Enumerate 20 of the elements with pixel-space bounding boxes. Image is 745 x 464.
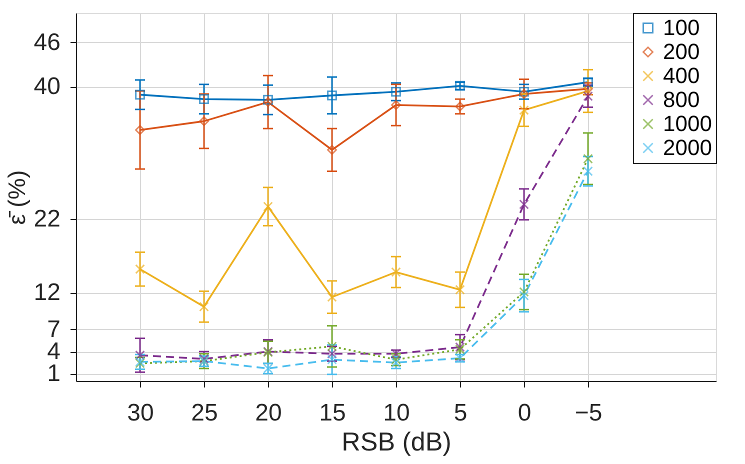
x-tick-label: 20 bbox=[255, 400, 282, 426]
x-tick-label: 10 bbox=[383, 400, 410, 426]
y-tick-label: 40 bbox=[34, 73, 60, 100]
legend-label: 200 bbox=[663, 39, 700, 64]
x-tick-label: 30 bbox=[127, 400, 154, 426]
x-tick-label: 5 bbox=[454, 400, 468, 426]
x-tick-label: 0 bbox=[518, 400, 532, 426]
x-tick-label: 15 bbox=[319, 400, 346, 426]
legend-label: 1000 bbox=[663, 111, 712, 136]
x-tick-label: 25 bbox=[191, 400, 218, 426]
y-axis-title: ε̄ (%) bbox=[4, 170, 31, 225]
y-tick-label: 46 bbox=[34, 28, 60, 56]
legend-label: 400 bbox=[663, 63, 700, 88]
y-tick-label: 22 bbox=[34, 206, 60, 233]
legend-label: 800 bbox=[663, 87, 700, 112]
x-axis-title: RSB (dB) bbox=[342, 426, 452, 456]
y-tick-label: 12 bbox=[34, 279, 60, 306]
legend-label: 100 bbox=[663, 15, 700, 40]
x-tick-label: −5 bbox=[574, 400, 602, 426]
legend-label: 2000 bbox=[663, 135, 712, 160]
